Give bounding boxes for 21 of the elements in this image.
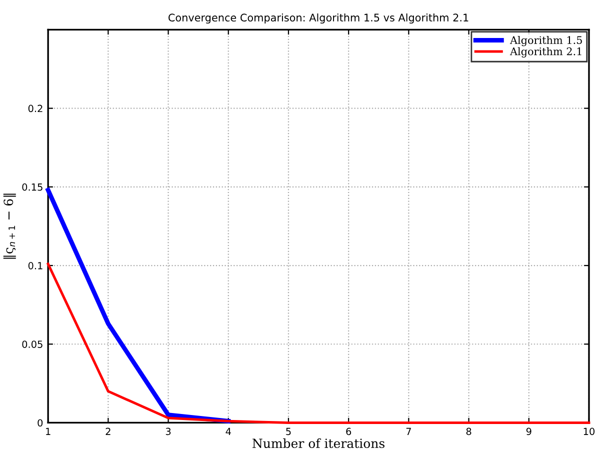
x-axis-title: Number of iterations [252,438,384,448]
chart-title: Convergence Comparison: Algorithm 1.5 vs Algorithm 2.1 [168,13,468,24]
x-tick-label: 2 [106,428,110,435]
y-tick-label: 0.15 [22,183,42,191]
legend-label: Algorithm 1.5 [510,36,582,46]
y-axis-title: ‖ς$_{n+1}$ − 6‖ [3,194,16,259]
x-tick-label: 1 [46,428,50,435]
y-tick-label: 0.05 [22,340,42,348]
x-tick-label: 7 [406,428,411,435]
y-tick-label: 0 [38,419,43,427]
y-tick-label: 0.1 [28,262,42,270]
y-tick-label: 0.2 [28,104,42,112]
x-tick-label: 3 [166,428,171,436]
x-tick-label: 8 [466,428,472,436]
x-tick-label: 6 [346,428,352,436]
legend-label: Algorithm 2.1 [510,47,582,58]
x-tick-label: 9 [526,428,532,436]
x-tick-label: 10 [584,428,595,436]
line-series [46,188,231,424]
x-tick-label: 5 [286,428,291,436]
x-tick-label: 4 [226,428,231,435]
